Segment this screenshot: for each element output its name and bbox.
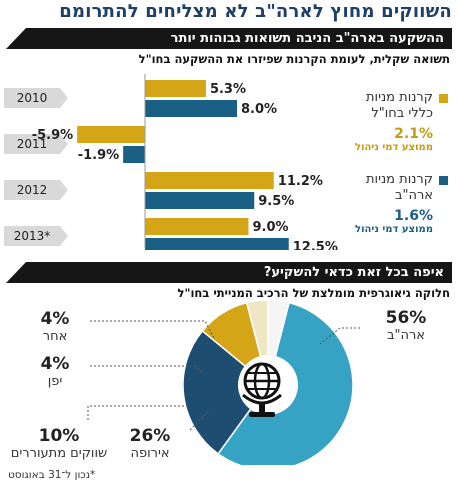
- bar: [145, 80, 206, 97]
- pie-label-other: 4% אחר: [30, 309, 80, 344]
- pie-label-emerging: 10% שווקים מתעוררים: [4, 426, 114, 461]
- data-label: -5.9%: [32, 128, 73, 143]
- pie-label-value: 10%: [38, 426, 80, 446]
- pie-label-name: אירופה: [130, 446, 170, 461]
- legend-fee-label: ממוצע דמי ניהול: [355, 224, 433, 235]
- bar: [123, 146, 145, 163]
- legend-name-line1: קרנות מניות: [365, 90, 433, 105]
- bar: [145, 218, 249, 235]
- year-tag: 2013*: [4, 226, 68, 246]
- year-tag: 2011: [4, 134, 68, 154]
- legend-name: קרנות מניות כללי בחו"ל: [366, 90, 433, 122]
- legend-fee-label: ממוצע דמי ניהול: [355, 142, 433, 153]
- returns-bar-chart: 2010 5.3% 8.0% 2011-5.9% -1.9% 2012 11.2% 9.5% 2…: [4, 74, 338, 250]
- year-label: 2011: [17, 137, 48, 151]
- data-label: 12.5%: [293, 240, 338, 250]
- allocation-pie-chart: [87, 300, 360, 465]
- leader-line: [319, 327, 360, 345]
- year-label: 2010: [17, 91, 48, 105]
- pie-label-value: 4%: [40, 354, 70, 374]
- data-label: 11.2%: [278, 174, 323, 189]
- pie-label-value: 56%: [385, 308, 427, 328]
- year-label: 2012: [17, 183, 48, 197]
- footnote: *נכון ל־31 באוגוסט: [8, 469, 96, 481]
- section-subtitle-returns: תשואה שקלית, לעומת הקרנות שפיזרו את ההשק…: [138, 52, 450, 66]
- heading-notch: [6, 28, 26, 49]
- pie-label-europe: 26% אירופה: [120, 426, 180, 461]
- pie-slices: [182, 300, 354, 465]
- legend-fee-value: 2.1%: [394, 126, 433, 142]
- bar: [145, 172, 274, 189]
- legend-item-us: קרנות מניות ארה"ב 1.6% ממוצע דמי ניהול: [318, 172, 448, 235]
- legend-name: קרנות מניות ארה"ב: [366, 172, 433, 204]
- legend-name-line1: קרנות מניות: [365, 172, 433, 187]
- legend-name-line2: ארה"ב: [394, 188, 433, 203]
- pie-label-value: 4%: [40, 309, 70, 329]
- pie-label-name: יפן: [47, 374, 63, 389]
- bar: [145, 192, 255, 209]
- bar: [145, 100, 237, 117]
- section-heading-text: איפה בכל זאת כדאי להשקיע?: [263, 265, 444, 280]
- year-tag-shape: [4, 226, 68, 246]
- leader-line: [87, 405, 190, 420]
- data-label: 9.0%: [253, 220, 289, 235]
- year-tag-shape: [4, 180, 68, 200]
- heading-notch: [6, 262, 26, 283]
- pie-label-name: שווקים מתעוררים: [10, 446, 108, 461]
- pie-label-name: אחר: [42, 329, 68, 344]
- pie-label-us: 56% ארה"ב: [366, 308, 446, 343]
- year-tag-shape: [4, 88, 68, 108]
- data-label: -1.9%: [78, 148, 119, 163]
- data-label: 5.3%: [210, 82, 246, 97]
- legend-fee-value: 1.6%: [394, 208, 433, 224]
- legend-item-global: קרנות מניות כללי בחו"ל 2.1% ממוצע דמי ניה…: [318, 90, 448, 153]
- leader-line: [90, 320, 216, 341]
- pie-label-japan: 4% יפן: [30, 354, 80, 389]
- section-subtitle-allocation: חלוקה גיאוגרפית מומלצת של הרכיב המנייתי …: [177, 286, 451, 300]
- legend-swatch-gold: [439, 94, 448, 103]
- legend-name-line2: כללי בחו"ל: [371, 106, 433, 121]
- pie-label-name: ארה"ב: [386, 328, 426, 343]
- year-tag: 2010: [4, 88, 68, 108]
- section-heading-allocation: איפה בכל זאת כדאי להשקיע?: [6, 262, 452, 283]
- section-heading-text: ההשקעה בארה"ב הניבה תשואות גבוהות יותר: [170, 31, 444, 46]
- year-label: 2013*: [14, 229, 51, 243]
- year-tag-shape: [4, 134, 68, 154]
- page-title: השווקים מחוץ לארה"ב לא מצליחים להתרומם: [59, 1, 452, 22]
- section-heading-returns: ההשקעה בארה"ב הניבה תשואות גבוהות יותר: [6, 28, 452, 49]
- data-label: 8.0%: [241, 102, 277, 117]
- year-tag: 2012: [4, 180, 68, 200]
- pie-label-value: 26%: [129, 426, 171, 446]
- globe-icon: [242, 362, 282, 417]
- pie-leader-lines: [87, 320, 360, 431]
- leader-line: [189, 409, 211, 431]
- leader-line: [90, 365, 203, 373]
- bar: [77, 126, 145, 143]
- legend-swatch-blue: [439, 176, 448, 185]
- bar: [145, 238, 289, 250]
- data-label: 9.5%: [258, 194, 294, 209]
- pie-slice: [182, 329, 270, 455]
